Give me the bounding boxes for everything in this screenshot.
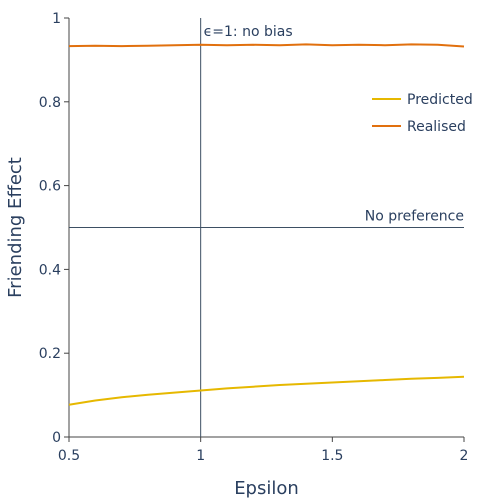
x-tick-labels: 0.5 1 1.5 2 [58, 437, 469, 464]
no-preference-label: No preference [365, 209, 464, 225]
y-tick-label: 0.4 [39, 262, 61, 278]
y-tick-label: 0.6 [39, 179, 61, 195]
predicted-line [69, 377, 464, 405]
legend-item-realised[interactable]: Realised [372, 119, 466, 135]
y-tick-label: 0 [52, 430, 61, 446]
series-lines [69, 44, 464, 404]
reference-lines: ϵ=1: no bias No preference [69, 18, 464, 437]
realised-line [69, 44, 464, 46]
x-tick-label: 1.5 [321, 448, 343, 464]
y-tick-label: 0.2 [39, 346, 61, 362]
legend[interactable]: Predicted Realised [372, 92, 473, 135]
y-axis-title: Friending Effect [5, 157, 26, 298]
no-bias-label: ϵ=1: no bias [204, 24, 293, 40]
y-tick-label: 1 [52, 11, 61, 27]
legend-label: Predicted [407, 92, 473, 108]
x-tick-label: 2 [460, 448, 469, 464]
x-axis-title: Epsilon [234, 478, 299, 499]
legend-label: Realised [407, 119, 466, 135]
legend-item-predicted[interactable]: Predicted [372, 92, 473, 108]
y-tick-label: 0.8 [39, 95, 61, 111]
x-tick-label: 0.5 [58, 448, 80, 464]
x-tick-label: 1 [196, 448, 205, 464]
y-tick-labels: 0 0.2 0.4 0.6 0.8 1 [39, 11, 69, 446]
